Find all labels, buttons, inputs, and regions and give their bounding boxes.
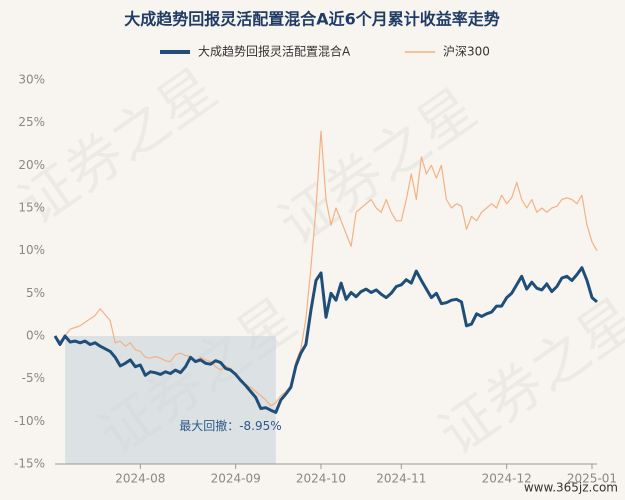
legend-label: 沪深300 — [443, 45, 490, 59]
x-tick-label: 2024-11 — [376, 472, 426, 486]
x-tick-label: 2024-09 — [211, 472, 261, 486]
y-tick-label: 15% — [18, 201, 45, 215]
x-tick-label: 2024-08 — [115, 472, 165, 486]
series-line — [54, 130, 598, 407]
y-tick-label: 0% — [26, 329, 45, 343]
footer: www.365jz.com — [524, 481, 618, 495]
y-tick-label: 10% — [18, 243, 45, 257]
x-tick-label: 2025-01 — [567, 472, 617, 486]
drawdown-area — [65, 336, 276, 464]
x-tick-label: 2024-12 — [482, 472, 532, 486]
chart-title: 大成趋势回报灵活配置混合A近6个月累计收益率走势 — [124, 10, 500, 29]
y-tick-label: -10% — [14, 414, 45, 428]
x-tick-label: 2024-10 — [296, 472, 346, 486]
y-tick-label: 20% — [18, 158, 45, 172]
annotation: 最大回撤：-8.95% — [179, 418, 281, 433]
y-tick-label: 30% — [18, 73, 45, 87]
y-tick-label: -15% — [14, 457, 45, 471]
series-line — [53, 266, 598, 414]
y-tick-label: 25% — [18, 115, 45, 129]
legend-label: 大成趋势回报灵活配置混合A — [198, 44, 351, 59]
y-tick-label: -5% — [22, 371, 45, 385]
y-tick-label: 5% — [26, 286, 45, 300]
